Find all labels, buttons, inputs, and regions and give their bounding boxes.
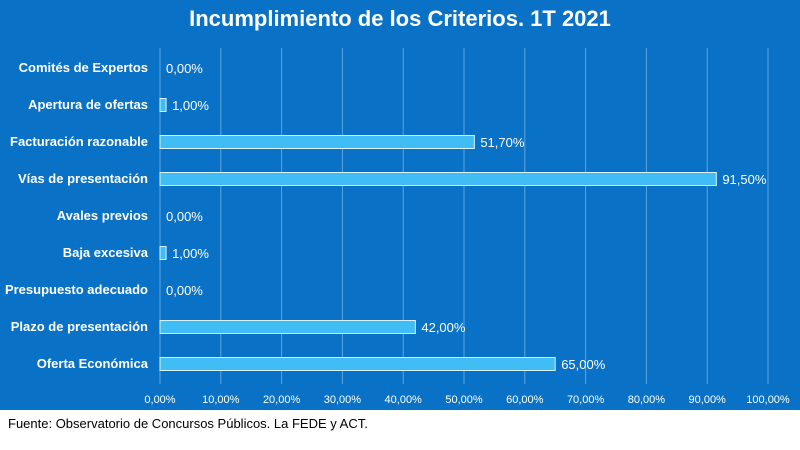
x-tick-labels: 0,00% 10,00% 20,00% 30,00% 40,00% 50,00% 60,00… (144, 394, 790, 406)
bar-chart: Comités de Expertos Apertura de ofertas Fa… (5, 48, 790, 406)
x-tick-label: 60,00% (506, 394, 544, 406)
category-label: Vías de presentación (18, 171, 148, 186)
data-label: 0,00% (166, 209, 203, 224)
category-label: Avales previos (57, 208, 148, 223)
bar (159, 135, 475, 149)
category-label: Oferta Económica (37, 356, 149, 371)
x-tick-label: 50,00% (445, 394, 483, 406)
chart-title: Incumplimiento de los Criterios. 1T 2021 (189, 6, 611, 31)
bar (159, 246, 167, 260)
x-tick-label: 80,00% (628, 394, 666, 406)
x-tick-label: 0,00% (144, 394, 175, 406)
category-labels: Comités de Expertos Apertura de ofertas Fa… (5, 60, 149, 371)
source-note: Fuente: Observatorio de Concursos Públic… (8, 416, 368, 431)
x-tick-label: 70,00% (567, 394, 605, 406)
data-label: 91,50% (722, 172, 767, 187)
category-label: Presupuesto adecuado (5, 282, 148, 297)
data-label: 51,70% (480, 135, 525, 150)
chart-panel: Comités de Expertos Apertura de ofertas Fa… (0, 0, 800, 410)
value-labels: 0,00% 1,00% 51,70% 91,50% 0,00% 1,00% 0,00% 42,… (166, 61, 767, 372)
x-tick-label: 40,00% (385, 394, 423, 406)
data-label: 1,00% (172, 98, 209, 113)
data-label: 1,00% (172, 246, 209, 261)
category-label: Plazo de presentación (11, 319, 148, 334)
x-tick-label: 30,00% (324, 394, 362, 406)
category-label: Facturación razonable (10, 134, 148, 149)
x-tick-label: 10,00% (202, 394, 240, 406)
gridlines (159, 48, 769, 384)
category-label: Comités de Expertos (19, 60, 148, 75)
bar (159, 172, 717, 186)
bar (159, 98, 167, 112)
bar (159, 320, 416, 334)
category-label: Baja excesiva (63, 245, 149, 260)
bars (159, 98, 717, 371)
data-label: 0,00% (166, 283, 203, 298)
x-tick-label: 90,00% (689, 394, 727, 406)
category-label: Apertura de ofertas (28, 97, 148, 112)
x-tick-label: 100,00% (746, 394, 790, 406)
bar (159, 357, 556, 371)
x-tick-label: 20,00% (263, 394, 301, 406)
data-label: 65,00% (561, 357, 606, 372)
data-label: 0,00% (166, 61, 203, 76)
data-label: 42,00% (421, 320, 466, 335)
